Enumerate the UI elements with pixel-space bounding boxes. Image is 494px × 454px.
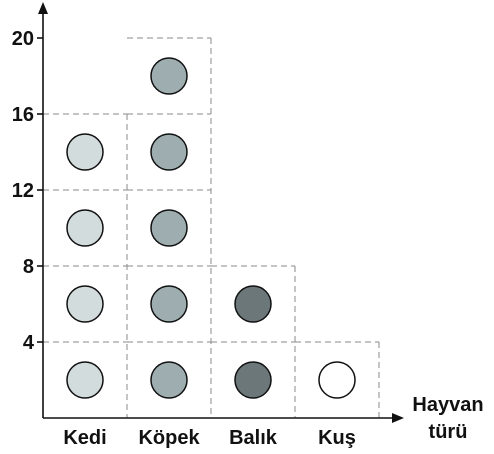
y-axis-ticks: 4 8 12 16 20 bbox=[12, 28, 43, 354]
x-category-label: Kuş bbox=[318, 427, 356, 449]
x-category-label: Köpek bbox=[138, 427, 200, 449]
x-category-label: Kedi bbox=[63, 427, 106, 449]
x-axis-arrow bbox=[392, 413, 404, 423]
data-symbol bbox=[150, 285, 188, 323]
data-symbol bbox=[66, 285, 104, 323]
y-tick-label: 20 bbox=[12, 28, 34, 50]
x-category-label: Balık bbox=[229, 427, 278, 449]
data-symbols bbox=[66, 57, 356, 399]
axes bbox=[38, 2, 404, 423]
data-symbol bbox=[150, 209, 188, 247]
x-axis-categories: Kedi Köpek Balık Kuş bbox=[63, 427, 356, 449]
y-tick-label: 8 bbox=[23, 256, 34, 278]
y-tick-label: 16 bbox=[12, 104, 34, 126]
data-symbol bbox=[234, 361, 272, 399]
y-axis-arrow bbox=[38, 2, 48, 14]
data-symbol bbox=[234, 285, 272, 323]
y-tick-label: 4 bbox=[23, 332, 35, 354]
data-symbol bbox=[66, 361, 104, 399]
data-symbol bbox=[318, 361, 356, 399]
data-symbol bbox=[150, 361, 188, 399]
data-symbol bbox=[150, 57, 188, 95]
x-axis-title-line1: Hayvan bbox=[412, 394, 483, 416]
y-tick-label: 12 bbox=[12, 180, 34, 202]
data-symbol bbox=[150, 133, 188, 171]
x-axis-title-line2: türü bbox=[429, 421, 468, 443]
grid-lines bbox=[43, 37, 380, 418]
data-symbol bbox=[66, 209, 104, 247]
data-symbol bbox=[66, 133, 104, 171]
